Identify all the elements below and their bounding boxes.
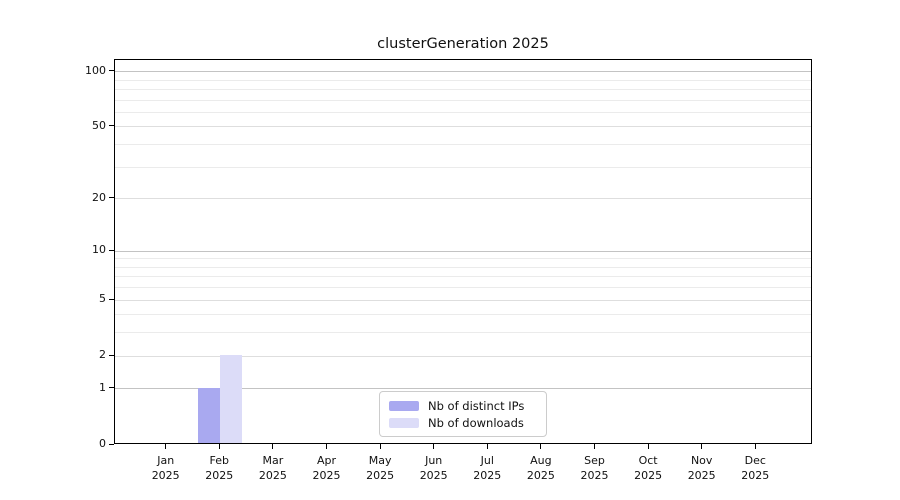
major-gridline <box>115 388 811 390</box>
x-axis-tick <box>754 444 756 449</box>
x-axis-tick <box>326 444 327 449</box>
y-axis-tick <box>109 354 114 356</box>
bar-distinct-ips <box>198 387 220 443</box>
x-tick-label: Dec 2025 <box>727 453 783 483</box>
major-gridline <box>115 250 811 252</box>
x-tick-month: Mar <box>262 454 284 467</box>
minor-gridline <box>115 88 811 90</box>
x-tick-month: Sep <box>584 454 605 467</box>
minor-gridline <box>115 266 811 268</box>
x-tick-month: Jan <box>157 454 175 467</box>
x-tick-month: Nov <box>690 454 713 467</box>
minor-gridline <box>115 144 811 146</box>
x-tick-month: Dec <box>744 454 766 467</box>
y-tick-label: 10 <box>92 243 106 256</box>
x-tick-year: 2025 <box>419 469 448 482</box>
plot-area: Nb of distinct IPs Nb of downloads <box>114 59 812 444</box>
minor-gridline <box>115 166 811 168</box>
y-axis-tick <box>109 443 114 445</box>
minor-gridline <box>115 332 811 334</box>
x-tick-year: 2025 <box>741 469 770 482</box>
y-axis-tick <box>109 70 114 72</box>
legend-label-distinct-ips: Nb of distinct IPs <box>428 399 525 413</box>
major-gridline <box>115 71 811 73</box>
x-tick-month: Jun <box>425 454 443 467</box>
legend: Nb of distinct IPs Nb of downloads <box>379 391 547 437</box>
x-axis-tick <box>647 444 649 449</box>
x-axis-tick <box>272 444 274 449</box>
y-tick-label: 2 <box>99 348 106 362</box>
downloads-swatch-icon <box>389 418 419 428</box>
x-tick-label: Apr 2025 <box>299 453 355 483</box>
y-tick-label: 100 <box>85 63 106 77</box>
y-axis-tick <box>109 125 114 127</box>
x-axis-tick <box>379 444 381 449</box>
legend-label-downloads: Nb of downloads <box>428 416 524 430</box>
x-tick-year: 2025 <box>258 469 287 482</box>
x-tick-label: Sep 2025 <box>567 453 623 483</box>
bar-downloads <box>219 355 243 443</box>
major-gridline <box>115 299 811 301</box>
x-tick-month: Feb <box>209 454 230 467</box>
minor-gridline <box>115 79 811 81</box>
x-tick-month: Jul <box>480 454 494 467</box>
major-gridline <box>115 355 811 357</box>
y-axis-tick <box>109 197 114 199</box>
x-axis-tick <box>540 444 542 449</box>
x-tick-year: 2025 <box>473 469 502 482</box>
x-tick-label: Aug 2025 <box>513 453 569 483</box>
y-axis-tick <box>109 298 114 300</box>
x-tick-year: 2025 <box>366 469 395 482</box>
minor-gridline <box>115 276 811 278</box>
x-tick-label: May 2025 <box>352 453 408 483</box>
major-gridline <box>115 198 811 200</box>
x-tick-year: 2025 <box>205 469 234 482</box>
legend-row-distinct-ips: Nb of distinct IPs <box>389 398 537 414</box>
x-tick-month: Apr <box>316 454 337 467</box>
x-tick-label: Mar 2025 <box>245 453 301 483</box>
x-axis-tick <box>486 444 488 449</box>
major-gridline <box>115 126 811 128</box>
x-tick-label: Jun 2025 <box>406 453 462 483</box>
x-tick-year: 2025 <box>151 469 180 482</box>
chart-title: clusterGeneration 2025 <box>377 36 549 52</box>
minor-gridline <box>115 99 811 101</box>
x-tick-month: May <box>368 454 392 467</box>
x-axis-tick <box>433 444 435 449</box>
distinct-ips-swatch-icon <box>389 401 419 411</box>
y-tick-label: 50 <box>92 118 106 132</box>
legend-row-downloads: Nb of downloads <box>389 415 537 431</box>
minor-gridline <box>115 258 811 260</box>
x-axis-tick <box>165 444 167 449</box>
x-tick-year: 2025 <box>580 469 609 482</box>
x-tick-year: 2025 <box>312 469 341 482</box>
x-tick-year: 2025 <box>687 469 716 482</box>
y-tick-label: 5 <box>99 292 106 306</box>
x-axis-tick <box>218 444 220 449</box>
y-tick-label: 20 <box>92 190 106 204</box>
x-tick-year: 2025 <box>526 469 555 482</box>
x-tick-label: Jul 2025 <box>459 453 515 483</box>
x-tick-month: Oct <box>638 454 658 467</box>
x-axis-tick <box>701 444 703 449</box>
x-axis-tick <box>594 444 595 449</box>
x-tick-year: 2025 <box>634 469 663 482</box>
y-tick-label: 1 <box>99 380 106 394</box>
y-axis-tick <box>109 249 114 251</box>
x-tick-label: Nov 2025 <box>674 453 730 483</box>
x-tick-month: Aug <box>530 454 552 467</box>
y-tick-label: 0 <box>99 437 106 450</box>
x-tick-label: Jan 2025 <box>138 453 194 483</box>
minor-gridline <box>115 314 811 316</box>
x-tick-label: Feb 2025 <box>191 453 247 483</box>
minor-gridline <box>115 111 811 113</box>
y-axis-tick <box>109 387 114 389</box>
minor-gridline <box>115 287 811 289</box>
x-tick-label: Oct 2025 <box>620 453 676 483</box>
